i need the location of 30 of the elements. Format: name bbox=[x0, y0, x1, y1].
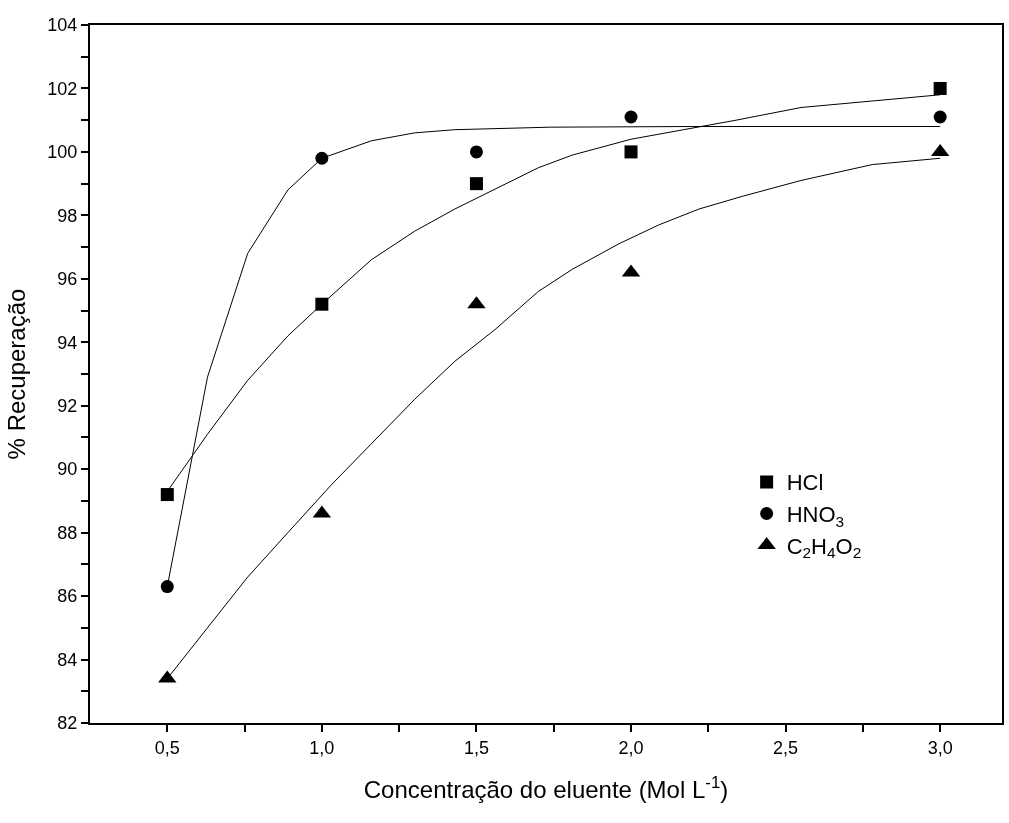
x-axis-title: Concentração do eluente (Mol L$^{-1}$) bbox=[363, 773, 729, 804]
point bbox=[469, 145, 483, 159]
y-tick-label: 90 bbox=[57, 459, 78, 480]
legend-label: C$_{2}$H$_{4}$O$_{2}$ bbox=[786, 533, 862, 562]
y-tick-label: 102 bbox=[47, 78, 78, 99]
x-tick-label: 2,5 bbox=[773, 737, 799, 758]
y-tick-label: 94 bbox=[57, 332, 78, 353]
y-tick-label: 92 bbox=[57, 396, 78, 417]
x-tick-label: 1,0 bbox=[309, 737, 335, 758]
y-tick-label: 98 bbox=[57, 205, 78, 226]
y-tick-label: 100 bbox=[47, 142, 78, 163]
legend-label: HNO$_{3}$ bbox=[786, 502, 845, 530]
x-tick-label: 2,0 bbox=[618, 737, 644, 758]
y-tick-label: 82 bbox=[57, 713, 78, 734]
y-tick-label: 88 bbox=[57, 522, 78, 543]
y-tick-label: 86 bbox=[57, 586, 78, 607]
y-tick-label: 96 bbox=[57, 269, 78, 290]
x-tick-label: 1,5 bbox=[463, 737, 489, 758]
x-tick-label: 0,5 bbox=[154, 737, 180, 758]
point bbox=[624, 110, 638, 124]
y-tick-label: 104 bbox=[47, 15, 78, 36]
point bbox=[469, 177, 483, 191]
point bbox=[160, 488, 174, 502]
point bbox=[624, 145, 638, 159]
y-axis-title: % Recuperação bbox=[2, 288, 30, 460]
point bbox=[933, 110, 947, 124]
legend-label: HCl bbox=[786, 470, 824, 496]
x-tick-label: 3,0 bbox=[927, 737, 953, 758]
point bbox=[933, 81, 947, 95]
y-tick-label: 84 bbox=[57, 649, 78, 670]
